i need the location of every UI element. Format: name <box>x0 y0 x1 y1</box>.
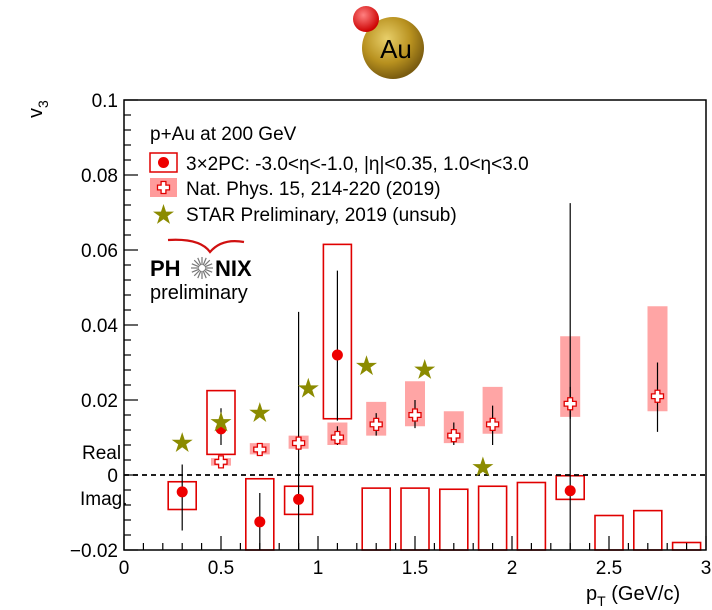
legend-title: p+Au at 200 GeV <box>150 124 297 145</box>
natphys-marker <box>447 428 461 443</box>
phenix-logo-ray <box>193 259 201 267</box>
natphys-marker <box>563 397 577 411</box>
star-marker <box>297 377 319 398</box>
phenix-logo-ray <box>191 268 200 273</box>
legend-pc-label: 3×2PC: -3.0<η<-1.0, |η|<0.35, 1.0<η<3.0 <box>186 154 529 175</box>
pc-imag-box <box>361 487 392 551</box>
legend-natphys-label: Nat. Phys. 15, 214-220 (2019) <box>186 179 441 200</box>
star-marker <box>472 456 494 477</box>
phenix-logo-ray <box>197 270 202 279</box>
pc-imag-box <box>438 488 469 551</box>
y-tick-label: 0.04 <box>81 316 118 337</box>
y-tick-label: 0.06 <box>81 241 118 262</box>
projectile <box>353 6 379 32</box>
natphys-marker <box>253 442 267 457</box>
phenix-logo-ray <box>202 270 207 279</box>
preliminary-label: preliminary <box>150 282 248 304</box>
phenix-logo-arc <box>167 238 245 254</box>
x-tick-label: 0.5 <box>208 558 234 579</box>
au-nucleus <box>362 17 424 79</box>
real-label: Real <box>82 443 121 464</box>
y-tick-label: 0 <box>107 466 118 487</box>
phenix-logo-ray <box>202 257 207 266</box>
natphys-sys-box <box>647 306 668 412</box>
phenix-logo-ray <box>193 269 201 277</box>
collision-icon: Au <box>353 6 424 79</box>
y-axis-label: v3 <box>25 100 51 118</box>
star-marker <box>249 402 271 422</box>
pc-sys-box <box>206 389 236 456</box>
natphys-marker <box>369 417 383 432</box>
x-tick-label: 2 <box>507 558 518 579</box>
phenix-logo-ray <box>204 268 213 273</box>
phenix-logo-ray <box>203 269 211 277</box>
star-marker <box>210 411 232 432</box>
phenix-logo-text-right: NIX <box>215 256 252 281</box>
natphys-marker <box>291 436 306 450</box>
phenix-logo-text-left: PH <box>150 256 181 281</box>
natphys-marker <box>330 430 345 445</box>
x-tick-label: 2.5 <box>596 558 622 579</box>
x-tick-label: 1.5 <box>402 558 428 579</box>
x-tick-label: 1 <box>313 558 324 579</box>
pc-marker <box>254 516 266 528</box>
star-marker <box>356 355 377 376</box>
legend-star-label: STAR Preliminary, 2019 (unsub) <box>186 205 457 226</box>
imag-label: Imag. <box>80 489 128 510</box>
phenix-logo-ray <box>204 263 213 268</box>
y-tick-label: 0.08 <box>81 166 118 187</box>
natphys-marker <box>408 408 422 422</box>
y-tick-label: 0.02 <box>81 391 118 412</box>
natphys-marker <box>214 455 228 469</box>
natphys-marker <box>650 389 665 403</box>
y-tick-label: −0.02 <box>70 541 118 562</box>
pc-marker <box>564 485 576 497</box>
star-marker <box>414 359 436 379</box>
phenix-logo-ray <box>203 259 211 267</box>
pc-imag-box <box>477 485 508 551</box>
au-label: Au <box>380 34 412 64</box>
legend-natphys-marker <box>156 180 171 195</box>
pc-marker <box>331 349 343 361</box>
x-tick-label: 3 <box>701 558 712 579</box>
x-tick-label: 0 <box>119 558 130 579</box>
y-tick-label: 0.1 <box>92 91 118 112</box>
phenix-logo-ray <box>197 257 202 266</box>
pc-imag-box <box>516 481 547 551</box>
legend-star-marker <box>153 204 174 224</box>
phenix-logo-ray <box>191 263 200 268</box>
x-axis-label: pT (GeV/c) <box>586 583 680 609</box>
star-marker <box>171 432 193 452</box>
pc-marker <box>176 486 188 498</box>
natphys-marker <box>485 417 500 432</box>
legend-pc-marker <box>158 157 169 168</box>
legend-pc-box <box>149 152 178 173</box>
pc-marker <box>293 493 305 505</box>
